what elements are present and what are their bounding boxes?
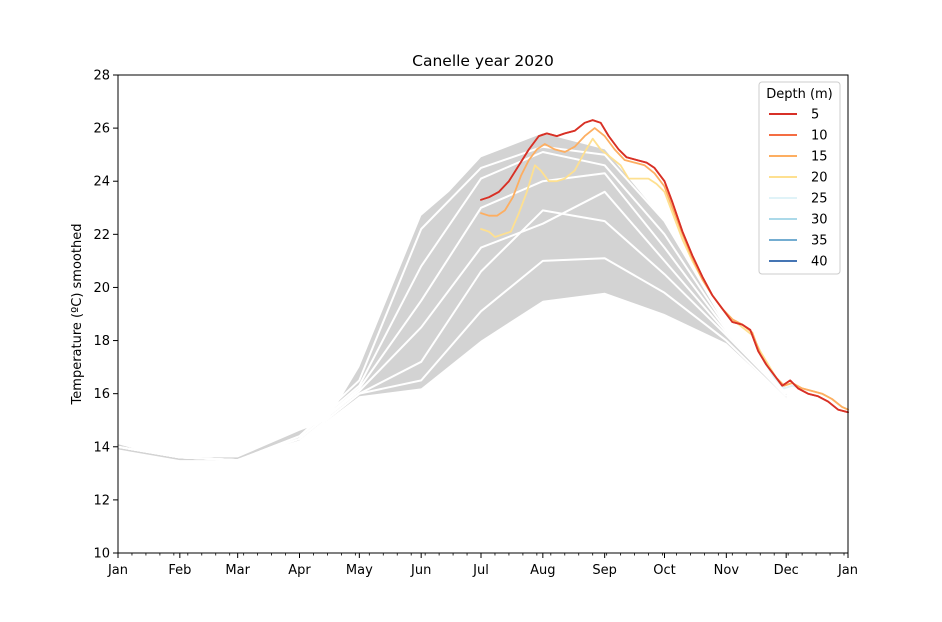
x-tick-label-3: Apr bbox=[288, 563, 311, 578]
x-tick-label-4: May bbox=[346, 563, 373, 578]
y-tick-label-14: 14 bbox=[93, 440, 110, 455]
climatology-lines-layer bbox=[117, 145, 787, 462]
y-tick-label-20: 20 bbox=[93, 281, 110, 296]
legend-label-40: 40 bbox=[811, 255, 828, 270]
y-tick-label-22: 22 bbox=[93, 228, 110, 243]
legend-label-15: 15 bbox=[811, 150, 828, 165]
x-tick-label-6: Jul bbox=[472, 563, 489, 578]
legend-label-30: 30 bbox=[811, 213, 828, 228]
y-tick-label-16: 16 bbox=[93, 387, 110, 402]
legend-label-5: 5 bbox=[811, 108, 819, 123]
x-tick-label-11: Dec bbox=[774, 563, 799, 578]
y-tick-label-18: 18 bbox=[93, 334, 110, 349]
legend-label-25: 25 bbox=[811, 192, 828, 207]
legend: Depth (m) 5 10 15 20 25 30 35 40 bbox=[758, 81, 841, 275]
y-tick-label-24: 24 bbox=[93, 175, 110, 190]
legend-label-20: 20 bbox=[811, 171, 828, 186]
y-tick-label-10: 10 bbox=[93, 547, 110, 562]
x-tick-label-7: Aug bbox=[530, 563, 555, 578]
axes-layer: 10 12 14 16 18 20 22 24 26 28 Jan Feb Mar Apr May Jun Ju… bbox=[93, 69, 858, 579]
legend-title: Depth (m) bbox=[766, 87, 833, 102]
x-tick-label-9: Oct bbox=[653, 563, 675, 578]
legend-frame bbox=[758, 81, 841, 275]
climatology-line-6 bbox=[117, 257, 787, 462]
series-layer bbox=[480, 119, 849, 414]
chart-title: Canelle year 2020 bbox=[412, 52, 554, 70]
x-tick-label-12: Jan bbox=[837, 563, 858, 578]
x-tick-label-0: Jan bbox=[107, 563, 128, 578]
series-line-depth-15 bbox=[480, 127, 849, 411]
x-tick-label-5: Jun bbox=[410, 563, 431, 578]
x-tick-label-8: Sep bbox=[592, 563, 617, 578]
y-tick-label-28: 28 bbox=[93, 69, 110, 84]
plot-frame bbox=[117, 74, 849, 554]
climatology-band-layer bbox=[118, 133, 787, 461]
y-axis-label: Temperature (ºC) smoothed bbox=[70, 224, 85, 406]
x-tick-label-2: Mar bbox=[225, 563, 250, 578]
legend-label-35: 35 bbox=[811, 234, 828, 249]
legend-label-10: 10 bbox=[811, 129, 828, 144]
x-tick-label-1: Feb bbox=[168, 563, 191, 578]
series-line-depth-5 bbox=[480, 119, 849, 414]
climatology-band bbox=[118, 133, 787, 461]
y-tick-label-26: 26 bbox=[93, 122, 110, 137]
y-tick-label-12: 12 bbox=[93, 493, 110, 508]
x-tick-label-10: Nov bbox=[714, 563, 740, 578]
